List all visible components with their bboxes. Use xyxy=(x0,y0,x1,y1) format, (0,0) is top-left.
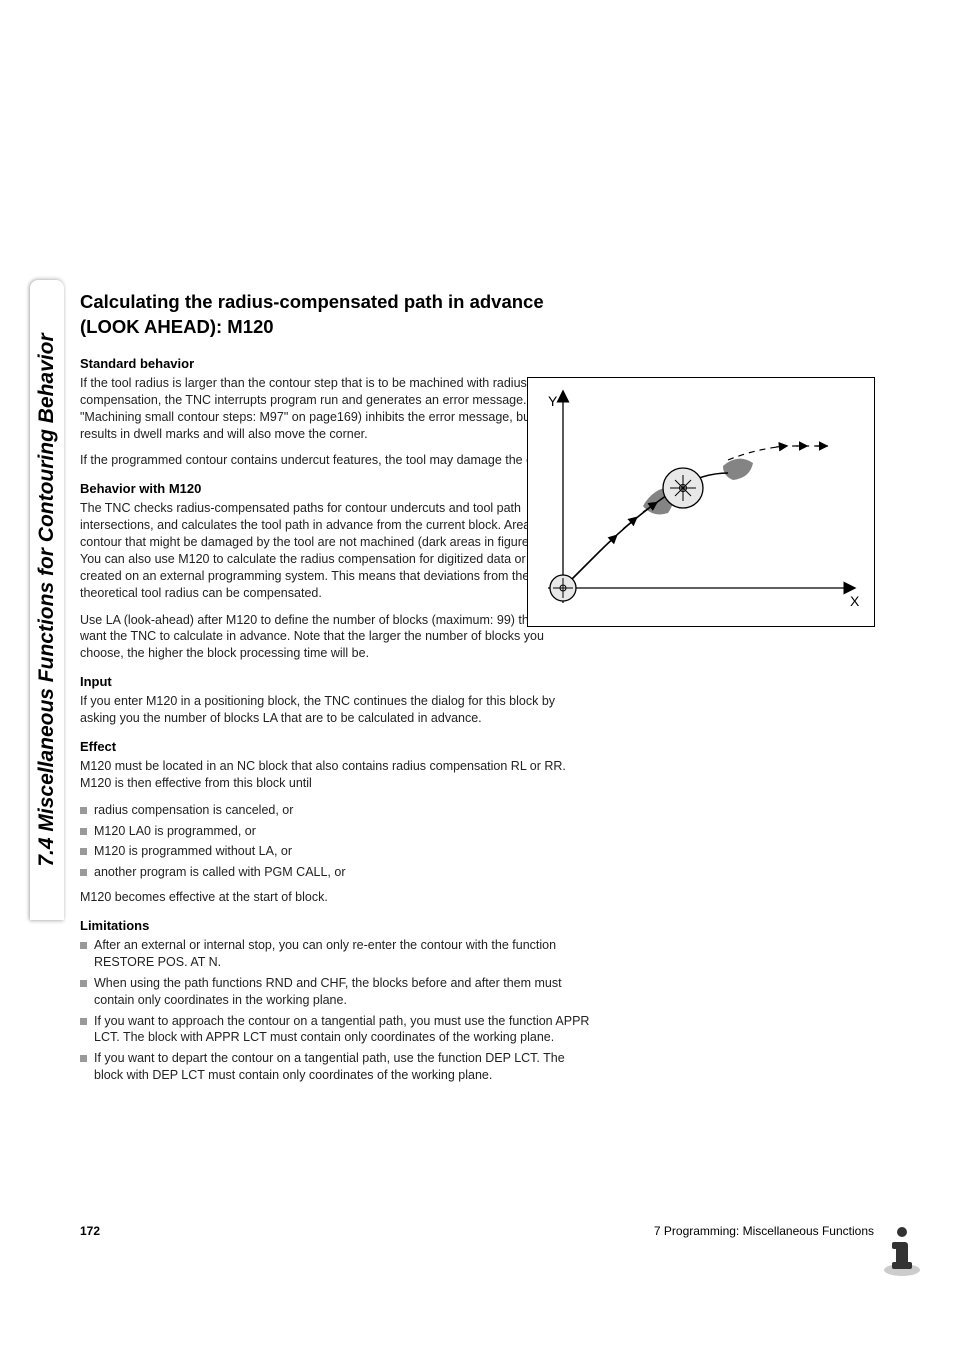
list-item: another program is called with PGM CALL,… xyxy=(80,864,590,881)
para-effect-2: M120 becomes effective at the start of b… xyxy=(80,889,590,906)
list-item: M120 LA0 is programmed, or xyxy=(80,823,590,840)
page-title: Calculating the radius-compensated path … xyxy=(80,290,590,340)
list-item: When using the path functions RND and CH… xyxy=(80,975,590,1009)
section-side-tab: 7.4 Miscellaneous Functions for Contouri… xyxy=(30,280,64,920)
info-icon xyxy=(880,1222,924,1278)
para-effect-1: M120 must be located in an NC block that… xyxy=(80,758,590,792)
page-footer: 172 7 Programming: Miscellaneous Functio… xyxy=(80,1224,874,1238)
axis-x-label: X xyxy=(850,593,860,609)
side-tab-label: 7.4 Miscellaneous Functions for Contouri… xyxy=(35,333,59,866)
para-input: If you enter M120 in a positioning block… xyxy=(80,693,590,727)
para-standard-2: If the programmed contour contains under… xyxy=(80,452,590,469)
main-content: Calculating the radius-compensated path … xyxy=(80,290,590,1092)
para-behavior-2: Use LA (look-ahead) after M120 to define… xyxy=(80,612,590,663)
list-item: If you want to depart the contour on a t… xyxy=(80,1050,590,1084)
heading-limitations: Limitations xyxy=(80,918,590,933)
list-item: radius compensation is canceled, or xyxy=(80,802,590,819)
chapter-label: 7 Programming: Miscellaneous Functions xyxy=(654,1224,874,1238)
effect-list: radius compensation is canceled, or M120… xyxy=(80,802,590,882)
heading-standard-behavior: Standard behavior xyxy=(80,356,590,371)
list-item: M120 is programmed without LA, or xyxy=(80,843,590,860)
heading-behavior-m120: Behavior with M120 xyxy=(80,481,590,496)
list-item: After an external or internal stop, you … xyxy=(80,937,590,971)
figure-diagram: Y X xyxy=(527,377,875,627)
heading-input: Input xyxy=(80,674,590,689)
tool-path-diagram-svg: Y X xyxy=(528,378,874,626)
para-standard-1: If the tool radius is larger than the co… xyxy=(80,375,590,443)
heading-effect: Effect xyxy=(80,739,590,754)
list-item: If you want to approach the contour on a… xyxy=(80,1013,590,1047)
para-behavior-1: The TNC checks radius-compensated paths … xyxy=(80,500,590,601)
page-number: 172 xyxy=(80,1224,100,1238)
axis-y-label: Y xyxy=(548,393,558,409)
limitations-list: After an external or internal stop, you … xyxy=(80,937,590,1084)
